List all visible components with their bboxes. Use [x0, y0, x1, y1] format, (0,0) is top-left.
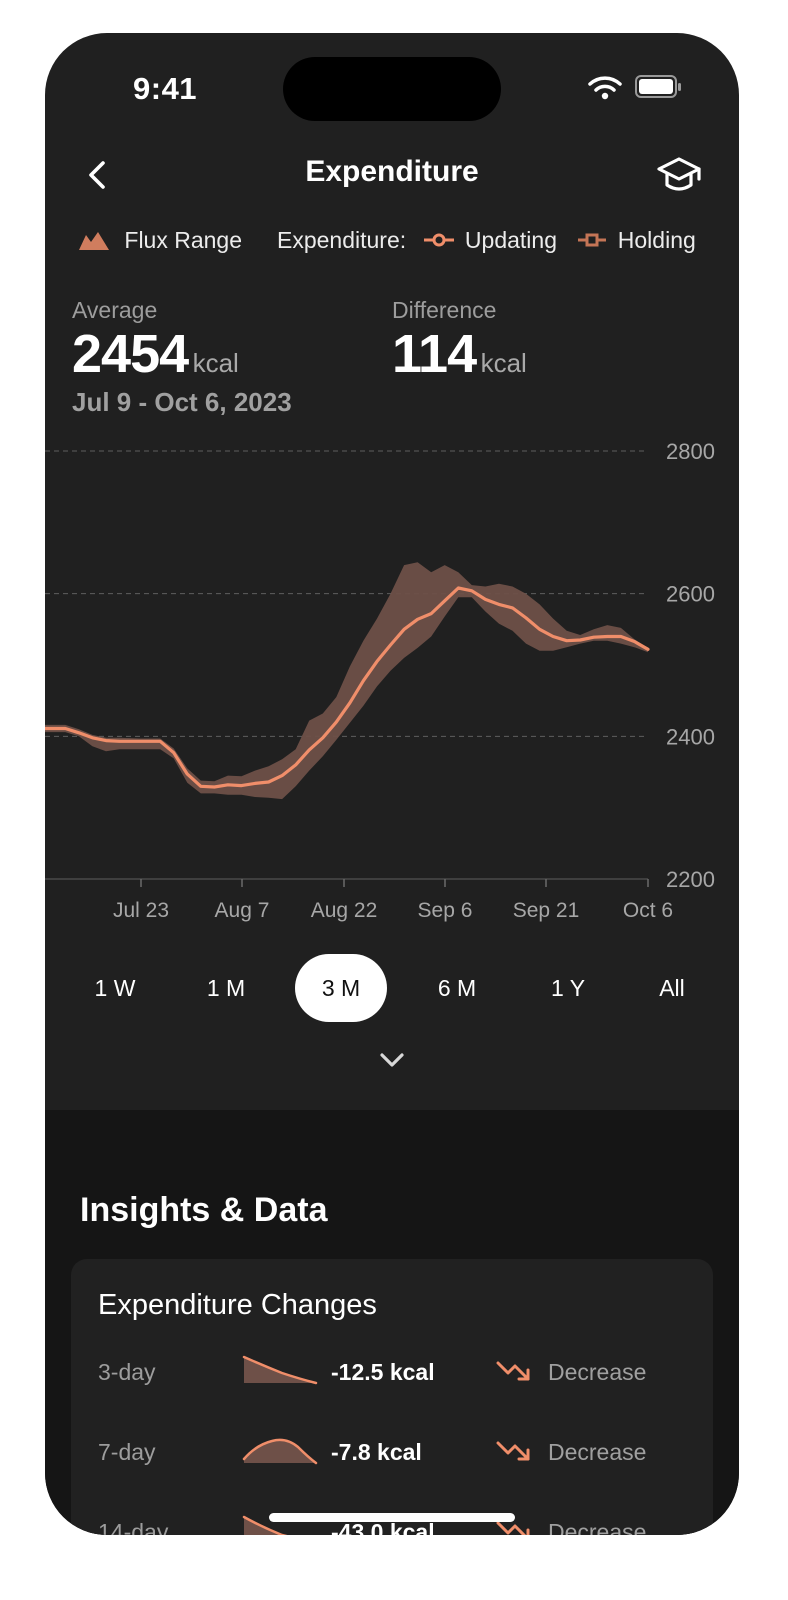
period-option-1w[interactable]: 1 W	[94, 975, 136, 1001]
difference-value: 114	[392, 324, 477, 384]
status-time: 9:41	[133, 71, 198, 106]
change-direction: Decrease	[548, 1359, 647, 1385]
y-tick-label: 2400	[666, 724, 715, 749]
change-direction: Decrease	[548, 1439, 647, 1465]
period-option-1y[interactable]: 1 Y	[550, 975, 586, 1001]
change-period-label: 7-day	[98, 1439, 156, 1465]
x-tick-label: Aug 22	[311, 899, 378, 922]
card-title: Expenditure Changes	[98, 1289, 377, 1321]
back-chevron-icon[interactable]	[79, 155, 119, 195]
legend-updating: Updating	[464, 227, 557, 253]
difference-label: Difference	[392, 297, 497, 323]
x-tick-label: Jul 23	[113, 899, 169, 922]
period-option-6m[interactable]: 6 M	[437, 975, 477, 1001]
average-label: Average	[72, 297, 158, 323]
dynamic-island	[283, 57, 501, 121]
x-tick-label: Sep 21	[513, 899, 580, 922]
difference-stat: 114 kcal	[392, 323, 527, 385]
legend-holding: Holding	[617, 227, 696, 253]
app-screen: 9:41 Expenditure Flux Range Expenditure:…	[45, 33, 739, 1535]
trend-down-icon	[496, 1441, 530, 1461]
y-tick-label: 2600	[666, 582, 715, 607]
legend: Flux Range	[78, 227, 242, 254]
updating-line-icon	[423, 233, 454, 247]
difference-unit: kcal	[480, 348, 527, 378]
change-value: -43.0 kcal	[331, 1519, 435, 1535]
y-tick-label: 2800	[666, 439, 715, 464]
trend-down-icon	[496, 1521, 530, 1535]
flux-range-band	[45, 562, 648, 800]
holding-line-icon	[578, 233, 607, 247]
change-direction: Decrease	[548, 1519, 647, 1535]
average-stat: 2454 kcal	[72, 323, 239, 385]
updating-expenditure-line	[45, 586, 650, 789]
home-indicator[interactable]	[269, 1513, 515, 1522]
x-tick-label: Oct 6	[623, 899, 673, 922]
period-option-all[interactable]: All	[659, 975, 685, 1001]
y-tick-label: 2200	[666, 867, 715, 892]
period-selector: 1 W 1 M 3 M 6 M 1 Y All	[45, 954, 739, 1022]
legend-flux-range: Flux Range	[124, 227, 243, 253]
chevron-down-icon[interactable]	[379, 1051, 405, 1069]
graduation-cap-icon[interactable]	[655, 153, 703, 197]
page-title: Expenditure	[305, 155, 479, 188]
legend-expenditure-label: Expenditure:	[277, 227, 407, 253]
change-value: -7.8 kcal	[331, 1439, 422, 1465]
legend-expenditure: Expenditure: Updating Holding	[277, 227, 696, 254]
date-range: Jul 9 - Oct 6, 2023	[72, 387, 292, 417]
period-option-1m[interactable]: 1 M	[206, 975, 246, 1001]
insights-title: Insights & Data	[80, 1191, 328, 1229]
change-value: -12.5 kcal	[331, 1359, 435, 1385]
x-tick-label: Sep 6	[418, 899, 473, 922]
trend-down-icon	[496, 1361, 530, 1381]
change-period-label: 14-day	[98, 1519, 169, 1535]
period-option-3m[interactable]: 3 M	[295, 954, 387, 1022]
expenditure-chart[interactable]: 2800 2600 2400 2200 Jul 23 Aug 7 Aug 22 Sep 6 Se…	[45, 433, 739, 953]
wifi-icon	[588, 76, 622, 100]
sparkline-chart	[242, 1438, 318, 1465]
sparkline-chart	[242, 1515, 288, 1535]
sparkline-chart	[242, 1355, 318, 1385]
expenditure-changes-card[interactable]: Expenditure Changes 3-day -12.5 kcal Decre…	[71, 1259, 713, 1535]
change-period-label: 3-day	[98, 1359, 156, 1385]
average-unit: kcal	[192, 348, 239, 378]
x-tick-label: Aug 7	[215, 899, 270, 922]
battery-icon	[635, 75, 681, 98]
flux-range-icon	[79, 232, 109, 250]
average-value: 2454	[72, 324, 189, 384]
